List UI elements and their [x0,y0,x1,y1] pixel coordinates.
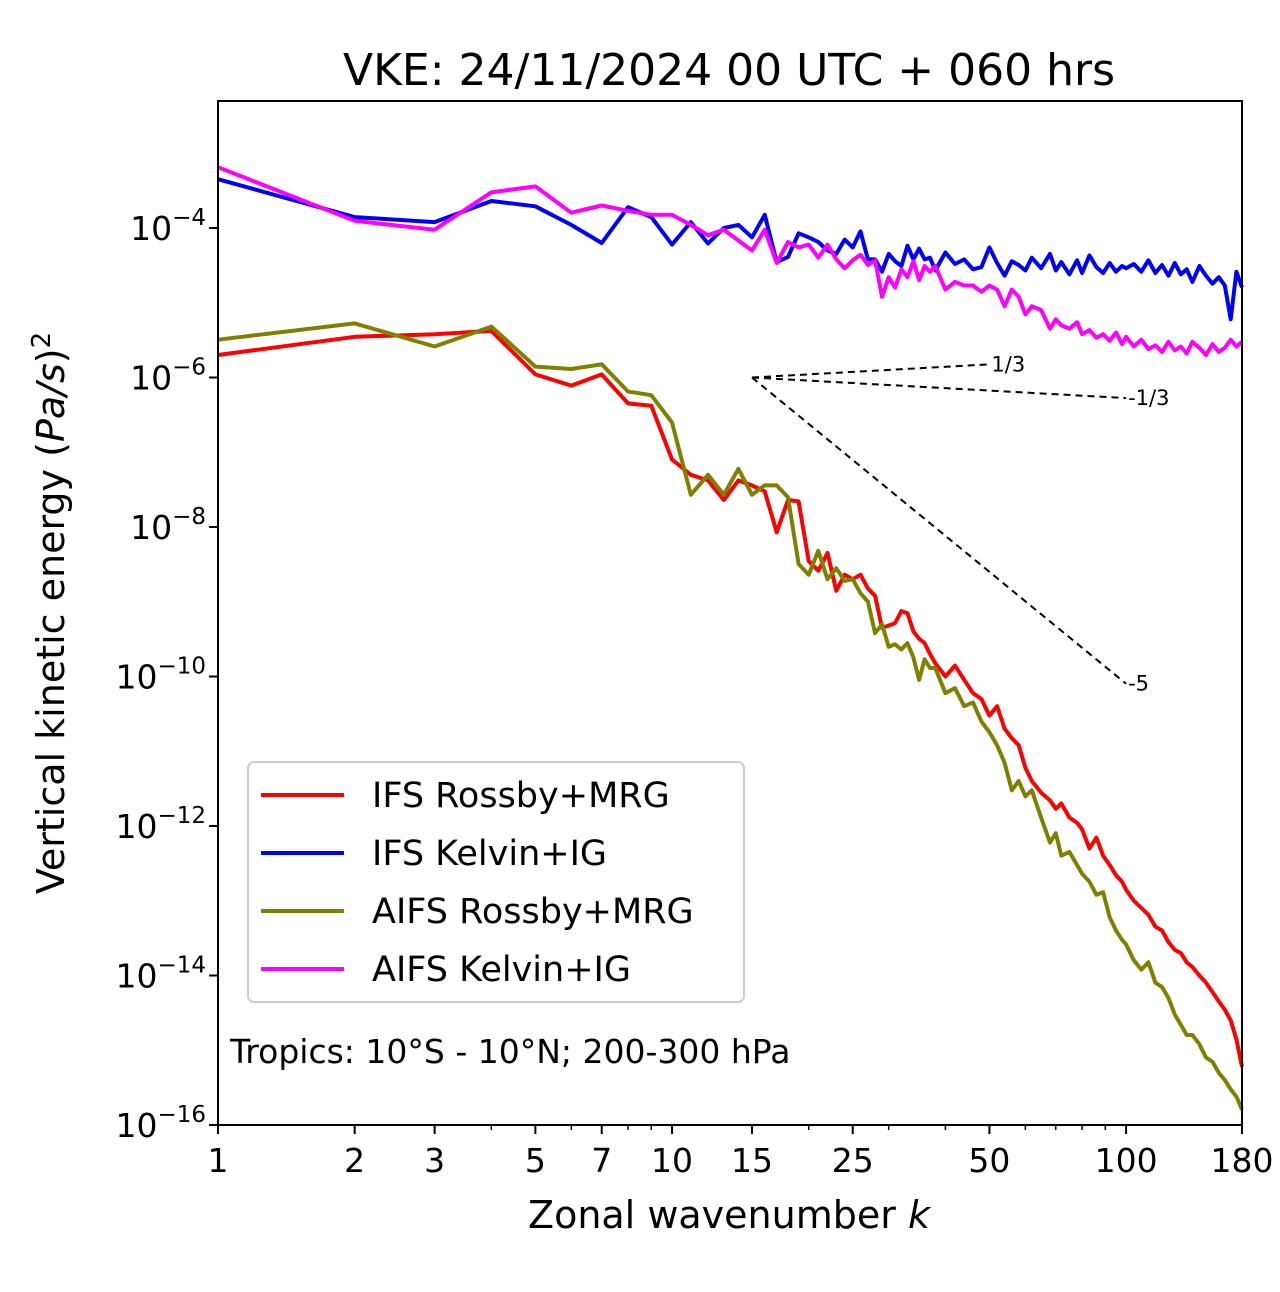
plot-area [217,100,1243,1126]
y-tick-label-6: 10−16 [115,1102,206,1145]
x-axis-label: Zonal wavenumber k [528,1193,932,1237]
reference-slope-label-0: 1/3 [991,352,1025,376]
legend-label-2: AIFS Rossby+MRG [372,892,694,932]
y-axis-label-close: ) [29,348,73,363]
y-tick-label-5: 10−14 [115,952,206,995]
reference-slope-0 [751,363,990,379]
reference-slope-label-2: -5 [1128,672,1149,696]
series-line-2 [217,321,1244,1111]
y-axis-label-text: Vertical kinetic energy ( [29,442,73,894]
y-tick-label-2: 10−8 [130,504,206,547]
x-tick-label-2: 3 [424,1141,445,1180]
y-axis-label-group: Vertical kinetic energy (Pa/s)2 [27,332,73,894]
legend-label-0: IFS Rossby+MRG [372,776,670,816]
x-tick-label-7: 25 [832,1141,874,1180]
y-axis-ticks: 10−4 10−6 10−8 10−10 10−12 10−14 10−16 [115,205,218,1145]
y-axis-label-exponent: 2 [27,332,57,349]
reference-slopes: 1/3 -1/3 -5 [751,352,1169,696]
y-tick-label-3: 10−10 [115,653,206,696]
x-tick-label-5: 10 [651,1141,693,1180]
y-axis-label: Vertical kinetic energy (Pa/s)2 [27,332,73,894]
y-axis-label-unit: Pa/s [29,363,73,442]
reference-slope-label-1: -1/3 [1128,386,1169,410]
x-tick-label-0: 1 [208,1141,229,1180]
x-tick-label-6: 15 [731,1141,773,1180]
series-line-3 [217,165,1244,357]
legend-entries: IFS Rossby+MRG IFS Kelvin+IG AIFS Rossby+M… [261,776,694,990]
series-line-1 [217,177,1244,322]
chart-title: VKE: 24/11/2024 00 UTC + 060 hrs [343,45,1115,96]
series-layer [217,165,1244,1111]
y-tick-label-4: 10−12 [115,803,206,846]
x-tick-label-10: 180 [1211,1141,1274,1180]
x-tick-label-9: 100 [1095,1141,1158,1180]
legend-box [247,761,745,1003]
x-axis-label-var: k [908,1193,932,1237]
x-axis-ticks: 1 2 3 5 7 10 15 25 50 100 180 [208,1125,1274,1180]
x-tick-label-4: 7 [591,1141,612,1180]
x-tick-label-8: 50 [968,1141,1010,1180]
legend: IFS Rossby+MRG IFS Kelvin+IG AIFS Rossby+M… [247,761,745,1003]
y-tick-label-0: 10−4 [130,205,206,248]
region-annotation: Tropics: 10°S - 10°N; 200-300 hPa [229,1032,790,1071]
x-tick-label-1: 2 [344,1141,365,1180]
reference-slope-1 [751,376,1127,400]
x-tick-label-3: 5 [525,1141,546,1180]
x-axis-label-text: Zonal wavenumber [528,1193,908,1237]
y-tick-label-1: 10−6 [130,354,206,397]
legend-label-3: AIFS Kelvin+IG [372,950,631,990]
reference-slope-2 [751,376,1127,685]
legend-label-1: IFS Kelvin+IG [372,834,607,874]
